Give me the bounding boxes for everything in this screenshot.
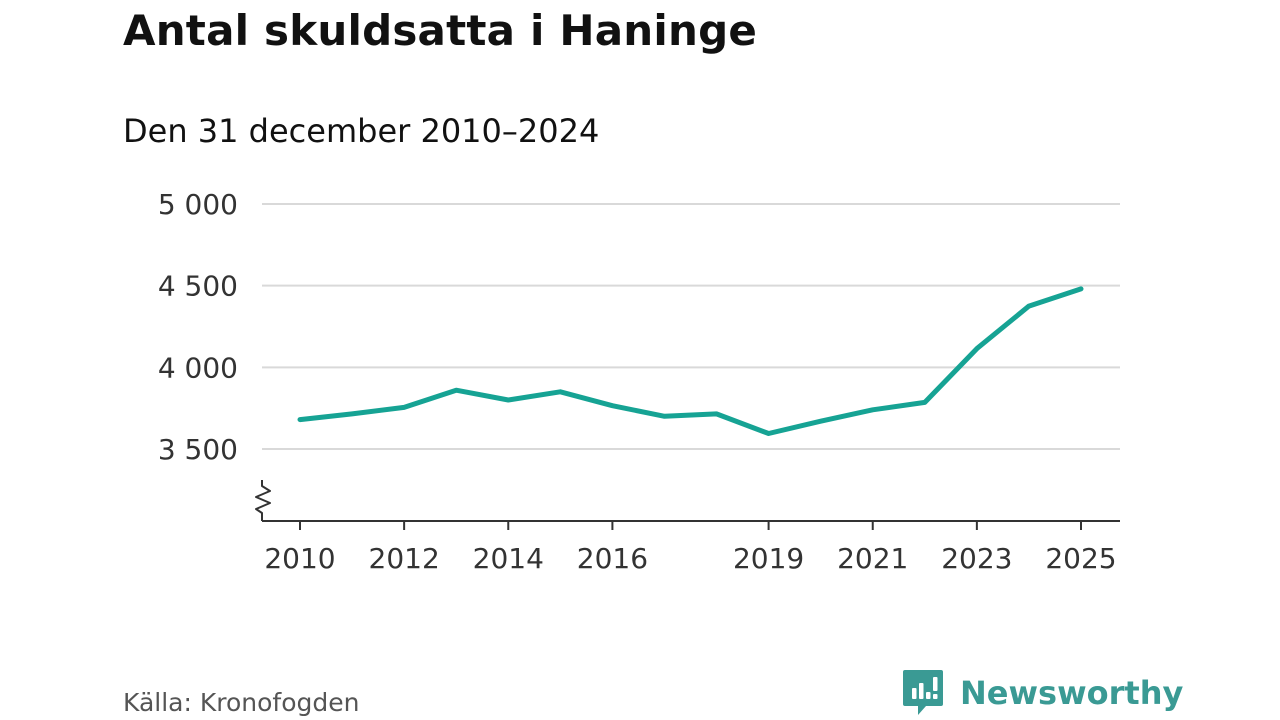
line-chart: 3 500 4 000 4 500 5 000 2010 2012 2014 2016 2019… bbox=[158, 188, 1120, 575]
brand-name: Newsworthy bbox=[960, 674, 1184, 712]
x-tick-label: 2019 bbox=[733, 542, 804, 575]
x-tick-label: 2025 bbox=[1045, 542, 1116, 575]
axis-break-icon bbox=[255, 480, 271, 521]
source-note: Källa: Kronofogden bbox=[123, 688, 360, 717]
x-tick-label: 2012 bbox=[369, 542, 440, 575]
x-tick-label: 2021 bbox=[837, 542, 908, 575]
y-tick-label: 5 000 bbox=[158, 188, 238, 221]
x-tick-label: 2014 bbox=[473, 542, 544, 575]
x-tick-label: 2023 bbox=[941, 542, 1012, 575]
series-line bbox=[297, 286, 1084, 436]
x-tick-label: 2016 bbox=[577, 542, 648, 575]
brand-logo[interactable]: Newsworthy bbox=[902, 668, 1183, 718]
y-tick-label: 4 500 bbox=[158, 270, 238, 303]
chart-subtitle: Den 31 december 2010–2024 bbox=[123, 112, 600, 150]
y-tick-label: 4 000 bbox=[158, 351, 238, 384]
newsworthy-logo-icon bbox=[903, 670, 943, 715]
y-tick-label: 3 500 bbox=[158, 433, 238, 466]
chart-title: Antal skuldsatta i Haninge bbox=[123, 6, 758, 55]
x-tick-label: 2010 bbox=[264, 542, 335, 575]
